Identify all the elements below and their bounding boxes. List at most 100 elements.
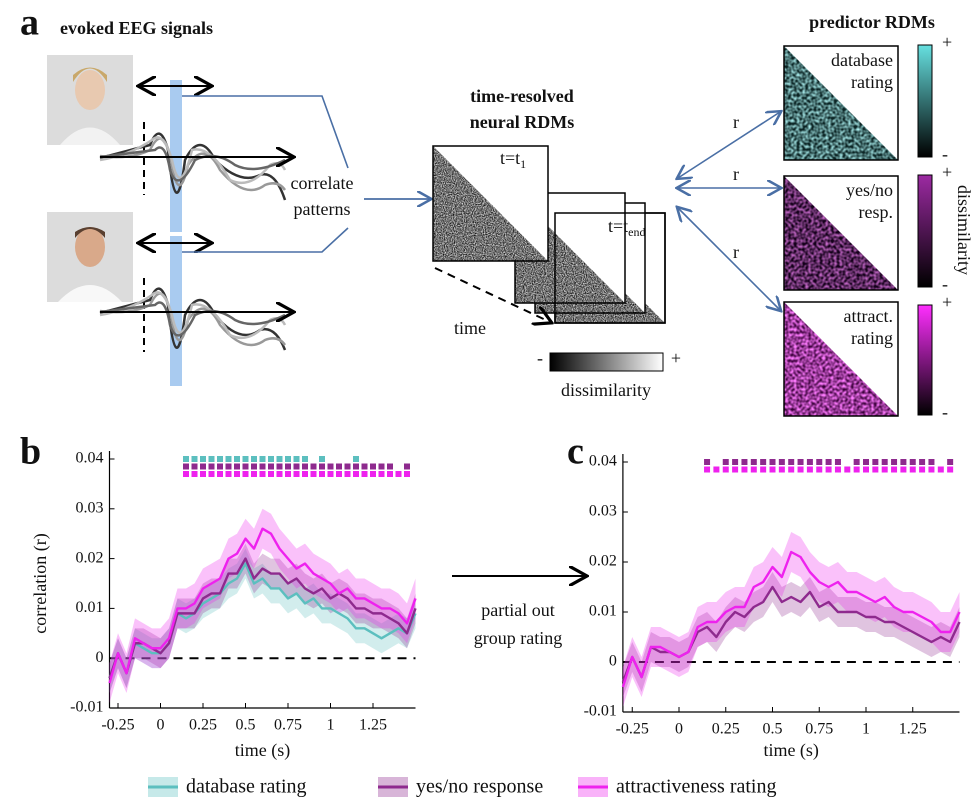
page: a evoked EEG signals correlate patterns … <box>0 0 975 802</box>
significance-marker <box>900 467 906 473</box>
significance-marker <box>370 464 376 470</box>
significance-marker <box>760 459 766 465</box>
y-tick-label: 0.03 <box>589 503 617 520</box>
panel-a: a evoked EEG signals correlate patterns … <box>20 2 974 422</box>
x-tick-label: 0.25 <box>712 721 740 738</box>
significance-marker <box>947 467 953 473</box>
predictor-rdm: database rating <box>784 45 932 160</box>
x-tick-label: -0.25 <box>616 721 649 738</box>
significance-marker <box>243 464 249 470</box>
y-tick-label: -0.01 <box>584 703 617 720</box>
significance-marker <box>285 471 291 477</box>
significance-marker <box>234 456 240 462</box>
significance-marker <box>882 459 888 465</box>
significance-marker <box>319 464 325 470</box>
colorbar-max: + <box>942 292 952 312</box>
significance-marker <box>226 471 232 477</box>
significance-marker <box>192 456 198 462</box>
y-axis-label: correlation (r) <box>30 533 51 633</box>
significance-marker <box>294 464 300 470</box>
significance-marker <box>302 471 308 477</box>
significance-marker <box>732 467 738 473</box>
x-tick-label: 0.5 <box>763 721 783 738</box>
predictor-label: yes/no <box>846 180 893 200</box>
significance-marker <box>302 464 308 470</box>
error-band <box>623 532 960 707</box>
arrow-label: group rating <box>474 628 562 648</box>
x-axis-label: time (s) <box>235 740 291 761</box>
significance-marker <box>760 467 766 473</box>
face-photo <box>47 55 133 145</box>
colorbar-min: - <box>942 402 948 422</box>
y-tick-label: -0.01 <box>70 699 103 716</box>
significance-marker <box>226 464 232 470</box>
y-tick-label: 0.04 <box>76 450 104 467</box>
significance-marker <box>328 464 334 470</box>
significance-marker <box>200 471 206 477</box>
significance-marker <box>277 471 283 477</box>
significance-marker <box>260 471 266 477</box>
significance-marker <box>882 467 888 473</box>
r-arrow <box>678 208 780 310</box>
significance-marker <box>362 471 368 477</box>
predictor-label: database <box>831 50 893 70</box>
significance-marker <box>798 459 804 465</box>
x-tick-label: 1 <box>327 717 335 734</box>
significance-marker <box>268 471 274 477</box>
legend-label: yes/no response <box>416 776 543 798</box>
correlate-label: patterns <box>294 199 351 219</box>
significance-marker <box>788 467 794 473</box>
significance-marker <box>353 456 359 462</box>
eeg-title: evoked EEG signals <box>60 18 213 38</box>
significance-marker <box>268 456 274 462</box>
legend-label: attractiveness rating <box>616 776 777 798</box>
x-tick-label: 0.75 <box>805 721 833 738</box>
colorbar <box>918 305 932 415</box>
time-axis-label: time <box>454 318 486 338</box>
significance-marker <box>404 464 410 470</box>
y-tick-label: 0.01 <box>76 599 104 616</box>
significance-marker <box>379 471 385 477</box>
significance-marker <box>285 464 291 470</box>
significance-marker <box>732 459 738 465</box>
significance-marker <box>938 467 944 473</box>
x-tick-label: 0.5 <box>236 717 256 734</box>
significance-marker <box>234 471 240 477</box>
significance-marker <box>294 456 300 462</box>
significance-marker <box>251 464 257 470</box>
predictor-rdm: yes/no resp. <box>784 175 932 290</box>
significance-marker <box>854 467 860 473</box>
x-tick-label: 1.25 <box>359 717 387 734</box>
significance-marker <box>779 459 785 465</box>
significance-marker <box>835 459 841 465</box>
significance-marker <box>285 456 291 462</box>
significance-marker <box>723 459 729 465</box>
y-tick-label: 0.04 <box>589 453 617 470</box>
rdm-title: time-resolved <box>470 86 574 106</box>
colorbar-max: + <box>942 32 952 52</box>
y-tick-label: 0.01 <box>589 603 617 620</box>
significance-marker <box>919 467 925 473</box>
significance-marker <box>192 471 198 477</box>
x-tick-label: -0.25 <box>101 717 134 734</box>
significance-marker <box>209 456 215 462</box>
predictor-label: rating <box>851 328 893 348</box>
x-tick-label: 1 <box>862 721 870 738</box>
significance-marker <box>816 467 822 473</box>
r-label: r <box>733 242 739 262</box>
significance-marker <box>826 467 832 473</box>
significance-marker <box>353 464 359 470</box>
significance-marker <box>183 456 189 462</box>
significance-marker <box>243 471 249 477</box>
significance-marker <box>779 467 785 473</box>
y-tick-label: 0.03 <box>76 499 104 516</box>
significance-marker <box>311 471 317 477</box>
significance-marker <box>328 471 334 477</box>
significance-marker <box>910 467 916 473</box>
significance-marker <box>277 464 283 470</box>
significance-marker <box>319 456 325 462</box>
significance-marker <box>910 459 916 465</box>
significance-marker <box>844 467 850 473</box>
colorbar-label: dissimilarity <box>561 380 651 400</box>
x-tick-label: 0 <box>675 721 683 738</box>
